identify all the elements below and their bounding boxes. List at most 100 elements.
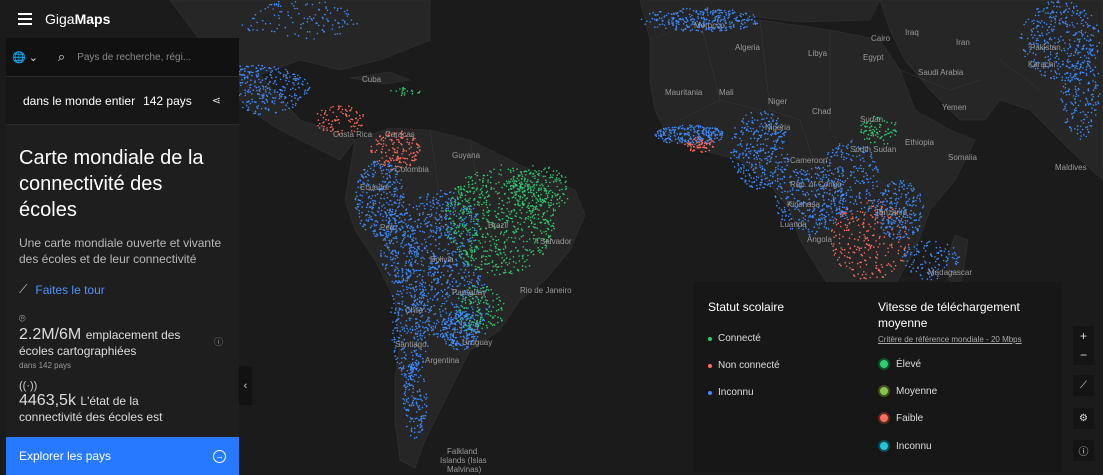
school-point <box>402 279 405 281</box>
school-point <box>447 336 449 339</box>
school-point <box>750 177 752 179</box>
school-point <box>529 219 532 221</box>
school-point <box>733 135 736 138</box>
school-point <box>362 175 364 178</box>
school-point <box>411 417 414 420</box>
school-point <box>474 239 477 241</box>
school-point <box>440 219 443 221</box>
school-point <box>561 188 563 191</box>
school-point <box>392 249 394 252</box>
school-point <box>262 94 265 97</box>
school-point <box>466 233 468 236</box>
school-point <box>683 132 686 135</box>
school-point <box>393 282 396 285</box>
school-point <box>534 195 536 198</box>
school-point <box>503 259 506 261</box>
school-point <box>450 222 452 225</box>
school-point <box>769 174 772 177</box>
school-point <box>780 127 782 129</box>
school-point <box>759 166 761 169</box>
school-point <box>410 351 413 354</box>
school-point <box>376 193 379 195</box>
school-point <box>278 17 281 20</box>
school-point <box>877 171 879 173</box>
school-point <box>506 202 509 204</box>
school-point <box>340 105 342 108</box>
school-point <box>552 208 555 210</box>
school-point <box>406 163 408 166</box>
school-point <box>404 372 406 375</box>
school-point <box>832 173 835 176</box>
school-point <box>811 185 813 187</box>
school-point <box>435 198 438 200</box>
school-point <box>400 198 403 200</box>
school-point <box>734 136 737 139</box>
school-point <box>414 290 416 293</box>
school-point <box>423 336 426 339</box>
school-point <box>411 159 413 162</box>
school-point <box>389 209 391 211</box>
school-point <box>352 23 355 26</box>
school-point <box>671 129 673 132</box>
school-point <box>527 215 530 218</box>
school-point <box>410 427 413 430</box>
school-point <box>501 186 503 189</box>
school-point <box>393 217 396 220</box>
school-point <box>440 210 443 212</box>
school-point <box>694 143 696 146</box>
school-point <box>770 158 772 160</box>
school-point <box>396 262 399 265</box>
school-point <box>430 327 433 329</box>
school-point <box>318 127 321 129</box>
school-point <box>851 233 853 236</box>
school-point <box>425 245 428 247</box>
school-point <box>458 321 461 324</box>
school-point <box>806 209 809 211</box>
school-point <box>341 108 344 111</box>
school-point <box>390 223 393 225</box>
school-point <box>471 339 474 342</box>
school-point <box>445 217 448 220</box>
school-point <box>359 199 362 202</box>
school-point <box>305 37 308 39</box>
school-point <box>476 335 479 338</box>
school-point <box>825 204 828 207</box>
school-point <box>456 285 459 288</box>
school-point <box>414 281 417 283</box>
school-point <box>441 302 444 305</box>
school-point <box>856 203 858 205</box>
school-point <box>816 177 818 179</box>
school-point <box>397 221 400 224</box>
school-point <box>830 172 833 174</box>
school-point <box>421 230 424 233</box>
school-point <box>505 215 508 217</box>
school-point <box>378 160 381 162</box>
school-point <box>686 142 689 144</box>
school-point <box>397 311 400 313</box>
school-point <box>499 300 502 302</box>
school-point <box>393 228 396 231</box>
school-point <box>257 105 260 107</box>
school-point <box>449 325 451 328</box>
school-point <box>770 117 773 119</box>
school-point <box>460 253 463 255</box>
school-point <box>434 257 437 260</box>
school-point <box>842 198 845 200</box>
school-point <box>424 414 426 417</box>
school-point <box>427 345 429 348</box>
school-point <box>767 133 769 135</box>
school-point <box>430 275 433 277</box>
school-point <box>846 206 848 209</box>
school-point <box>410 367 413 370</box>
school-point <box>437 261 439 264</box>
school-point <box>787 215 790 218</box>
school-point <box>847 153 850 156</box>
school-point <box>832 196 835 198</box>
school-point <box>423 417 426 420</box>
school-point <box>485 258 487 261</box>
school-point <box>395 235 397 238</box>
school-point <box>496 266 498 268</box>
school-point <box>860 207 863 210</box>
school-point <box>822 166 824 169</box>
school-point <box>828 174 830 177</box>
